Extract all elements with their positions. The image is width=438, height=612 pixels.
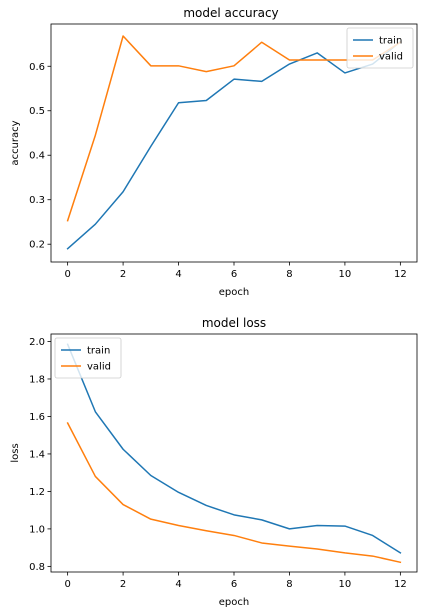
chart-title: model loss bbox=[202, 316, 266, 330]
x-tick-label: 12 bbox=[394, 579, 407, 590]
x-tick-label: 4 bbox=[175, 579, 181, 590]
x-tick-label: 0 bbox=[64, 269, 70, 280]
legend-label: train bbox=[379, 36, 402, 47]
chart-title: model accuracy bbox=[183, 6, 278, 20]
y-tick-label: 0.3 bbox=[29, 195, 45, 206]
x-tick-label: 8 bbox=[286, 269, 292, 280]
legend: train valid bbox=[54, 337, 122, 379]
legend-box bbox=[54, 337, 122, 379]
legend-label: valid bbox=[87, 362, 111, 373]
y-tick-label: 0.4 bbox=[29, 151, 45, 162]
series-line-train bbox=[66, 40, 402, 250]
x-tick-label: 2 bbox=[120, 579, 126, 590]
series-line-train bbox=[66, 343, 402, 554]
legend-box bbox=[346, 27, 414, 69]
x-tick-label: 10 bbox=[339, 579, 352, 590]
x-tick-label: 8 bbox=[286, 579, 292, 590]
y-tick-label: 0.5 bbox=[29, 106, 45, 117]
y-tick-label: 1.6 bbox=[29, 412, 45, 423]
y-tick-label: 1.2 bbox=[29, 487, 45, 498]
y-tick-label: 0.8 bbox=[29, 562, 45, 573]
y-axis-label: accuracy bbox=[10, 120, 21, 165]
x-tick-label: 4 bbox=[175, 269, 181, 280]
x-axis-label: epoch bbox=[219, 287, 249, 298]
y-tick-label: 0.2 bbox=[29, 240, 45, 251]
legend: train valid bbox=[346, 27, 414, 69]
x-tick-label: 12 bbox=[394, 269, 407, 280]
series-line-valid bbox=[66, 35, 402, 222]
legend-label: train bbox=[87, 346, 110, 357]
x-tick-label: 2 bbox=[120, 269, 126, 280]
y-tick-label: 1.0 bbox=[29, 524, 45, 535]
x-axis-label: epoch bbox=[219, 597, 249, 608]
x-tick-label: 6 bbox=[231, 579, 237, 590]
legend-label: valid bbox=[379, 52, 403, 63]
y-tick-label: 0.6 bbox=[29, 62, 45, 73]
x-tick-label: 0 bbox=[64, 579, 70, 590]
y-tick-label: 1.4 bbox=[29, 449, 45, 460]
series-line-valid bbox=[66, 422, 402, 564]
accuracy-chart: model accuracy epoch accuracy 0 2 4 6 8 10 12 0… bbox=[10, 6, 418, 298]
y-axis-label: loss bbox=[10, 443, 21, 462]
x-tick-label: 6 bbox=[231, 269, 237, 280]
loss-chart: model loss epoch loss 0 2 4 6 8 10 12 0.8 1.0 1.2… bbox=[10, 316, 418, 608]
y-tick-label: 2.0 bbox=[29, 337, 45, 348]
x-tick-label: 10 bbox=[339, 269, 352, 280]
y-tick-label: 1.8 bbox=[29, 374, 45, 385]
